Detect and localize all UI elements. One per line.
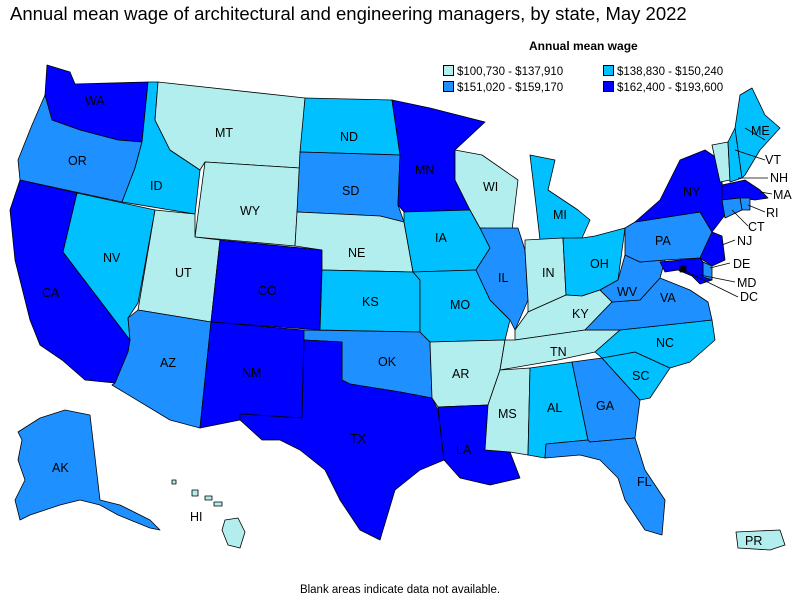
label-id: ID bbox=[150, 179, 163, 193]
label-il: IL bbox=[498, 271, 508, 285]
legend-swatch-2 bbox=[443, 81, 454, 92]
leader-line-ma bbox=[759, 191, 773, 195]
legend-title: Annual mean wage bbox=[529, 39, 638, 53]
label-me: ME bbox=[751, 124, 770, 138]
label-mn: MN bbox=[415, 163, 434, 177]
label-vt: VT bbox=[765, 153, 781, 167]
state-mi[interactable] bbox=[529, 154, 591, 241]
state-ak[interactable] bbox=[14, 409, 161, 531]
label-wa: WA bbox=[85, 94, 105, 108]
label-in: IN bbox=[542, 266, 555, 280]
legend-label-3: $162,400 - $193,600 bbox=[617, 82, 724, 94]
label-nv: NV bbox=[103, 251, 121, 265]
label-nc: NC bbox=[656, 336, 674, 350]
label-tx: TX bbox=[350, 432, 367, 446]
label-ar: AR bbox=[452, 367, 469, 381]
label-pr: PR bbox=[745, 534, 762, 548]
label-dc: DC bbox=[740, 290, 758, 304]
label-sd: SD bbox=[342, 184, 359, 198]
label-nd: ND bbox=[340, 130, 358, 144]
label-or: OR bbox=[68, 154, 87, 168]
label-ca: CA bbox=[42, 286, 60, 300]
label-md: MD bbox=[737, 276, 756, 290]
state-hi[interactable] bbox=[171, 479, 246, 549]
label-hi: HI bbox=[190, 510, 203, 524]
legend-label-1: $138,830 - $150,240 bbox=[617, 66, 724, 78]
label-ut: UT bbox=[175, 266, 192, 280]
leader-line-vt bbox=[734, 149, 766, 161]
state-ma[interactable] bbox=[721, 179, 769, 201]
label-wi: WI bbox=[483, 180, 498, 194]
state-pr[interactable] bbox=[735, 529, 786, 551]
label-de: DE bbox=[733, 257, 750, 271]
map-title: Annual mean wage of architectural and en… bbox=[10, 3, 687, 24]
legend-item-bin-1: $138,830 - $150,240 bbox=[603, 65, 723, 78]
legend-swatch-3 bbox=[603, 81, 614, 92]
dc-marker bbox=[680, 266, 686, 272]
leader-line-md bbox=[699, 274, 736, 283]
label-az: AZ bbox=[160, 356, 176, 370]
label-ky: KY bbox=[572, 307, 589, 321]
label-ak: AK bbox=[52, 461, 69, 475]
label-va: VA bbox=[660, 291, 676, 305]
label-sc: SC bbox=[632, 369, 649, 383]
leader-line-ri bbox=[747, 204, 766, 213]
footnote: Blank areas indicate data not available. bbox=[299, 584, 501, 596]
label-ny: NY bbox=[683, 185, 701, 199]
label-tn: TN bbox=[550, 345, 567, 359]
label-ok: OK bbox=[378, 355, 397, 369]
label-ia: IA bbox=[435, 231, 447, 245]
legend-item-bin-0: $100,730 - $137,910 bbox=[443, 65, 563, 78]
label-oh: OH bbox=[590, 257, 609, 271]
state-me[interactable] bbox=[734, 87, 781, 179]
state-ct[interactable] bbox=[721, 197, 743, 219]
state-nj[interactable] bbox=[699, 231, 726, 267]
leader-line-de bbox=[709, 262, 731, 269]
label-mo: MO bbox=[450, 298, 470, 312]
leader-line-nj bbox=[721, 239, 736, 246]
label-ma: MA bbox=[773, 188, 792, 202]
label-co: CO bbox=[258, 284, 277, 298]
legend-item-bin-2: $151,020 - $159,170 bbox=[443, 81, 563, 94]
leader-line-ct bbox=[731, 209, 749, 227]
state-il[interactable] bbox=[475, 227, 529, 331]
label-mi: MI bbox=[553, 208, 567, 222]
label-ri: RI bbox=[766, 206, 779, 220]
label-nh: NH bbox=[770, 171, 788, 185]
state-nd[interactable] bbox=[299, 97, 401, 156]
label-ks: KS bbox=[362, 295, 379, 309]
leader-line-nh bbox=[744, 127, 766, 141]
legend-label-0: $100,730 - $137,910 bbox=[457, 66, 564, 78]
label-wv: WV bbox=[617, 285, 638, 299]
label-ct: CT bbox=[748, 220, 765, 234]
label-pa: PA bbox=[655, 234, 671, 248]
legend-label-2: $151,020 - $159,170 bbox=[457, 82, 564, 94]
label-ms: MS bbox=[498, 407, 517, 421]
label-ga: GA bbox=[596, 399, 615, 413]
state-fl[interactable] bbox=[544, 437, 666, 536]
label-la: LA bbox=[456, 443, 472, 457]
label-mt: MT bbox=[215, 126, 233, 140]
state-tx[interactable] bbox=[239, 339, 445, 541]
label-ne: NE bbox=[348, 246, 365, 260]
label-fl: FL bbox=[637, 475, 652, 489]
label-nm: NM bbox=[242, 366, 261, 380]
legend-item-bin-3: $162,400 - $193,600 bbox=[603, 81, 723, 94]
leader-line-dc bbox=[682, 269, 739, 298]
legend-swatch-1 bbox=[603, 65, 614, 76]
label-wy: WY bbox=[240, 204, 261, 218]
label-nj: NJ bbox=[737, 234, 752, 248]
legend-swatch-0 bbox=[443, 65, 454, 76]
label-al: AL bbox=[547, 401, 562, 415]
